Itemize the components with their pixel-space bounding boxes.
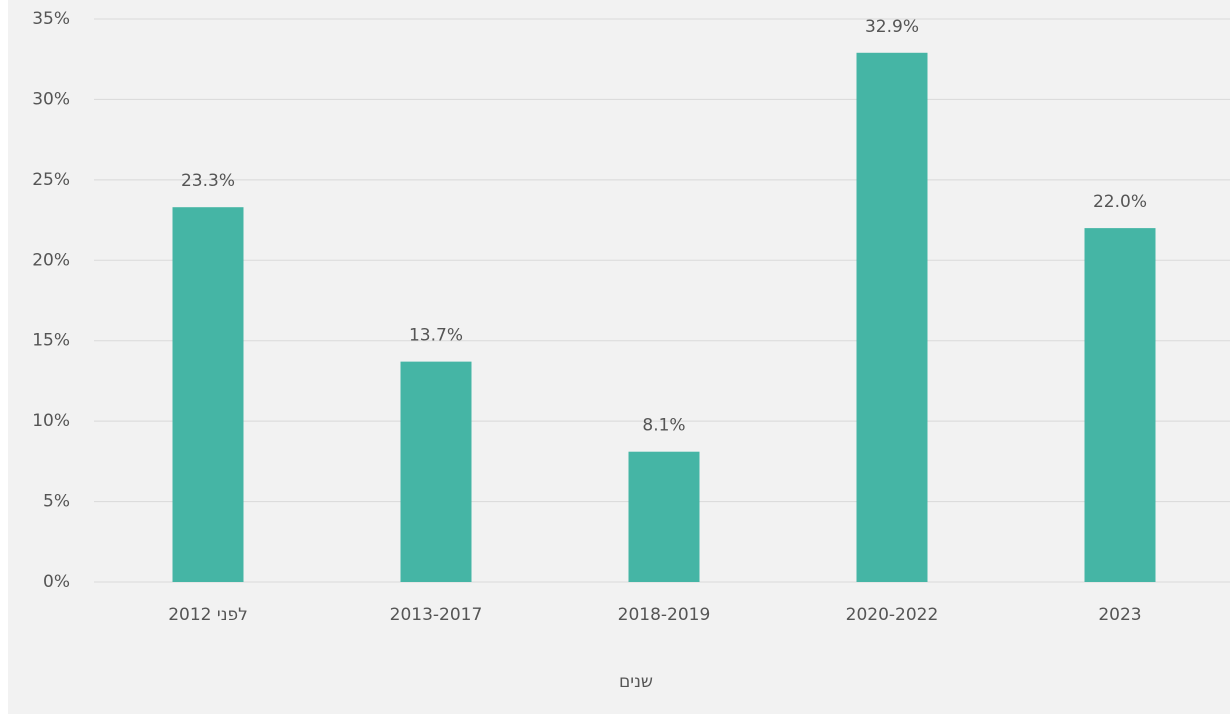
y-tick-label: 20%: [32, 250, 70, 270]
y-tick-label: 35%: [32, 9, 70, 29]
data-label: 32.9%: [865, 17, 919, 37]
y-tick-label: 0%: [43, 572, 70, 592]
x-axis-label: שנים: [619, 672, 653, 692]
bar: [172, 207, 244, 582]
x-tick-label: 2018-2019: [618, 605, 711, 625]
x-tick-label: 2020-2022: [846, 605, 939, 625]
x-tick-label: לפני 2012: [168, 605, 248, 625]
x-tick-label: 2023: [1098, 605, 1141, 625]
data-label: 13.7%: [409, 326, 463, 346]
y-tick-label: 25%: [32, 170, 70, 190]
bar: [856, 52, 928, 582]
data-label: 8.1%: [642, 416, 685, 436]
y-tick-label: 5%: [43, 492, 70, 512]
y-tick-label: 15%: [32, 331, 70, 351]
data-label: 23.3%: [181, 171, 235, 191]
data-label: 22.0%: [1093, 192, 1147, 212]
bar: [400, 361, 472, 582]
y-tick-label: 10%: [32, 411, 70, 431]
bar: [628, 451, 700, 582]
bar: [1084, 228, 1156, 582]
x-tick-label: 2013-2017: [390, 605, 483, 625]
y-tick-label: 30%: [32, 89, 70, 109]
